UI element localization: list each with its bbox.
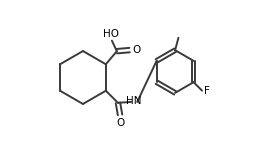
Text: O: O bbox=[116, 118, 124, 128]
Text: HO: HO bbox=[103, 29, 119, 39]
Text: HN: HN bbox=[126, 96, 142, 106]
Text: F: F bbox=[204, 86, 210, 97]
Text: O: O bbox=[133, 45, 141, 55]
